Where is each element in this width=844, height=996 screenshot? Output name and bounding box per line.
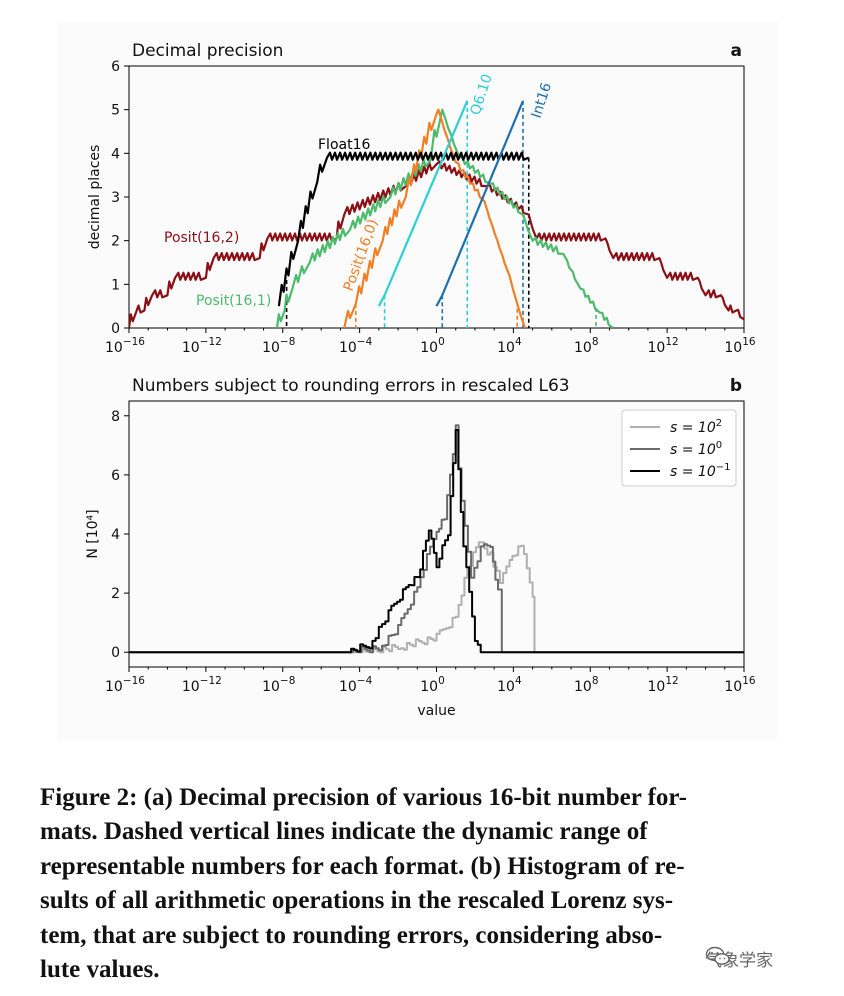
legend-label: s = 100: [670, 440, 722, 458]
x-tick-label: 10−8: [262, 675, 295, 695]
y-tick-label: 2: [111, 586, 120, 602]
series-annotation: Q6.10: [468, 72, 496, 117]
x-tick-label: 10−4: [339, 336, 373, 356]
x-tick-label: 1012: [648, 675, 679, 695]
series-line: [343, 108, 526, 328]
x-tick-label: 108: [574, 336, 599, 356]
caption-line: mats. Dashed vertical lines indicate the…: [40, 818, 648, 846]
series-line: [129, 429, 744, 654]
x-tick-label: 100: [420, 336, 445, 356]
series-annotation: Posit(16,2): [164, 230, 239, 246]
x-tick-label: 100: [420, 675, 445, 695]
x-tick-label: 10−16: [105, 336, 145, 356]
caption-line: sults of all arithmetic operations in th…: [40, 887, 674, 915]
x-tick-label: 104: [497, 336, 522, 356]
y-tick-label: 0: [111, 321, 120, 337]
series-line: [277, 151, 530, 307]
x-tick-label: 104: [497, 675, 522, 695]
panel-b: Numbers subject to rounding errors in re…: [85, 376, 745, 719]
axes-frame: [128, 65, 745, 329]
figure-panel: [58, 22, 778, 740]
x-tick-label: 10−12: [182, 336, 222, 356]
x-tick-label: 10−8: [262, 336, 295, 356]
x-tick-label: 1016: [724, 675, 756, 695]
x-axis-label: value: [417, 703, 455, 719]
series-annotation: Float16: [318, 137, 370, 153]
wechat-icon: [705, 946, 730, 965]
panel-a: Decimal precision a 0 1 2 3 4 5 6 decimal places: [87, 41, 745, 337]
x-tick-label: 10−16: [105, 675, 145, 695]
series-annotation: Int16: [529, 81, 555, 121]
caption-line: representable numbers for each format. (…: [40, 852, 685, 880]
chart-title: Decimal precision: [132, 41, 283, 61]
x-tick-label: 1016: [724, 336, 756, 356]
y-axis-label: decimal places: [87, 145, 103, 250]
caption-line: Figure 2: (a) Decimal precision of vario…: [40, 784, 687, 811]
y-tick-label: 3: [111, 190, 120, 206]
series-line: [435, 100, 524, 307]
legend-label: s = 10−1: [670, 462, 731, 480]
x-tick-label: 1012: [648, 336, 679, 356]
y-tick-label: 4: [111, 527, 120, 543]
figure-caption: Figure 2: (a) Decimal precision of vario…: [40, 781, 804, 987]
series-annotation: Posit(16,1): [196, 293, 271, 309]
panel-letter: a: [731, 41, 742, 61]
y-tick-label: 6: [111, 59, 120, 75]
figure-chart: Decimal precision a 0 1 2 3 4 5 6 decimal places 1…: [85, 41, 756, 719]
x-tick-label: 10−4: [339, 675, 373, 695]
y-axis-label: N [10⁴]: [85, 509, 101, 558]
x-tick-label: 10−12: [182, 675, 222, 695]
y-tick-label: 5: [111, 103, 120, 119]
watermark: 气象学家: [705, 946, 773, 971]
caption-line: tem, that are subject to rounding errors…: [40, 921, 663, 949]
y-tick-label: 8: [111, 409, 120, 425]
series-line: [129, 160, 744, 328]
panel-letter: b: [730, 376, 742, 396]
legend-box: [621, 409, 737, 487]
y-tick-label: 2: [111, 234, 120, 250]
y-tick-label: 4: [111, 146, 120, 162]
y-tick-label: 6: [111, 468, 120, 484]
y-tick-label: 1: [111, 277, 120, 293]
legend-label: s = 102: [670, 418, 722, 436]
series-annotation: Posit(16,0): [341, 217, 382, 293]
y-tick-label: 0: [111, 645, 120, 661]
series-line: [377, 100, 469, 307]
series-line: [275, 108, 614, 328]
caption-line: lute values.: [40, 956, 160, 984]
chart-title: Numbers subject to rounding errors in re…: [132, 376, 570, 396]
x-tick-label: 108: [574, 675, 599, 695]
